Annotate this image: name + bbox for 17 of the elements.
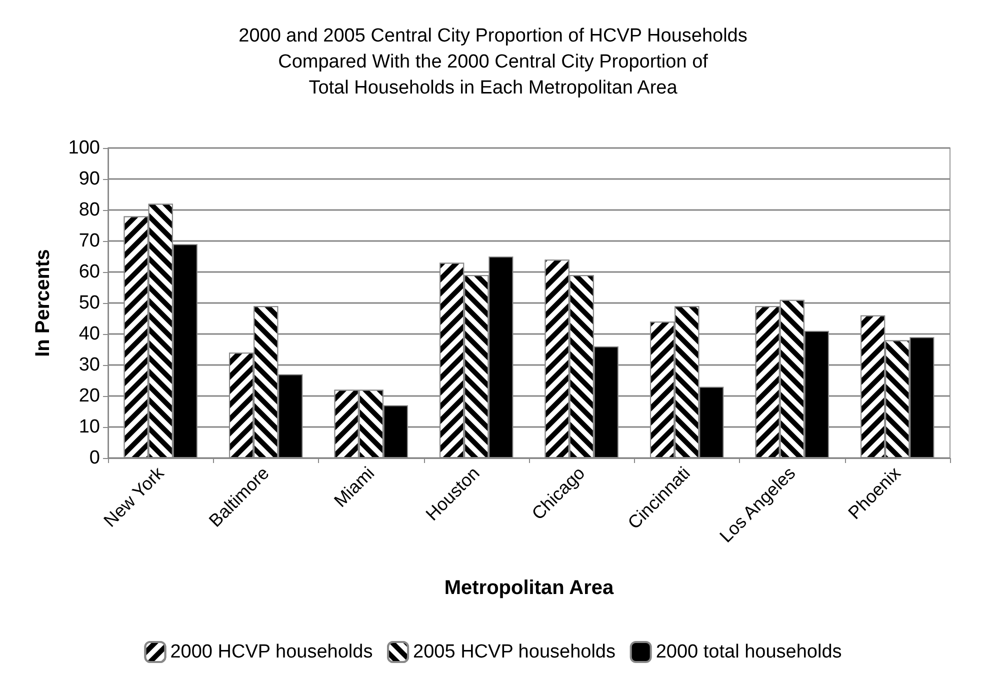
y-tick-label: 10: [78, 416, 100, 438]
y-tick-label: 100: [68, 138, 100, 158]
legend-label: 2000 HCVP households: [170, 642, 373, 662]
y-axis-title: In Percents: [32, 249, 54, 357]
y-tick-label: 20: [78, 386, 100, 406]
legend-label: 2000 total households: [656, 642, 842, 662]
y-tick-label: 80: [78, 200, 100, 220]
y-tick-label: 50: [78, 292, 100, 314]
y-tick-label: 30: [78, 354, 100, 376]
x-axis-title: Metropolitan Area: [444, 577, 615, 599]
y-tick-label: 0: [89, 448, 100, 468]
chart-title: 2000 and 2005 Central City Proportion of HCVP Households Compared With the 2000 Central City Proportion of Total Households in Each Metropolitan Area: [238, 26, 748, 98]
y-tick-label: 40: [78, 324, 100, 344]
y-tick-label: 70: [78, 230, 100, 252]
y-tick-label: 90: [78, 168, 100, 190]
legend-label: 2005 HCVP households: [413, 642, 616, 662]
y-tick-label: 60: [78, 262, 100, 282]
